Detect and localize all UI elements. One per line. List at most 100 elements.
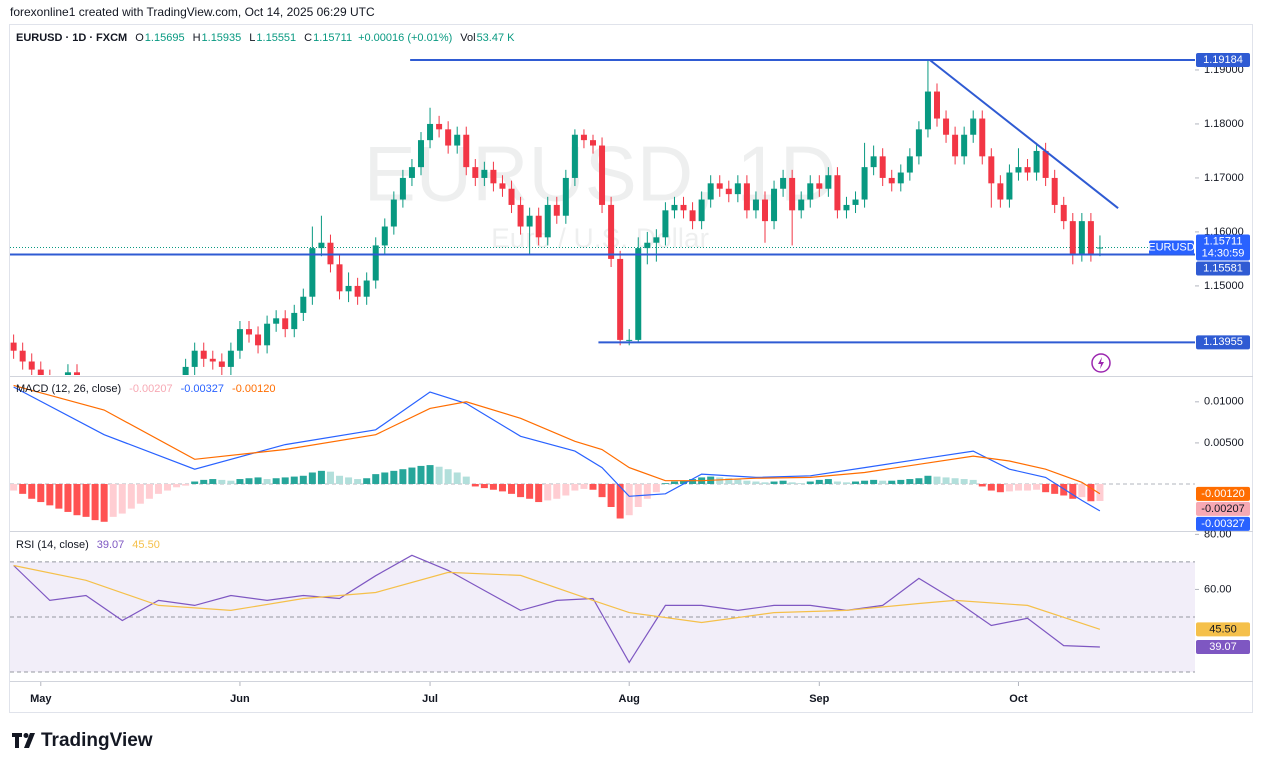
candle-body [236,329,243,351]
candle-body [372,245,379,281]
histogram-bar [82,483,90,517]
candle-body [644,242,651,249]
price-pane [10,59,1195,375]
watermark-subtitle: Euro / U.S. Dollar [491,222,709,253]
histogram-bar [589,483,597,490]
histogram-bar [471,483,479,487]
histogram-bar [118,483,126,514]
field-value: +0.00016 (+0.01%) [358,32,452,44]
histogram-bar [390,470,398,484]
candle-body [1087,221,1094,254]
histogram-bar [272,478,280,484]
histogram-bar [218,479,226,484]
candle-body [562,177,569,216]
histogram-bar [743,480,751,484]
field-key: Vol [460,32,475,44]
histogram-bar [480,483,488,489]
candle-body [780,177,787,189]
rsi-pane [10,554,1195,673]
indicator-title: RSI (14, close) [16,539,89,551]
histogram-bar [426,465,434,484]
candle-body [490,169,497,184]
candle-body [816,183,823,189]
candle-body [408,167,415,178]
histogram-bar [842,482,850,484]
candle-body [390,199,397,227]
histogram-bar [661,483,669,484]
histogram-bar [10,483,18,491]
histogram-bar [136,483,144,504]
candle-body [725,188,732,195]
candle-body [671,204,678,211]
histogram-bar [281,477,289,484]
histogram-bar [806,481,814,484]
candle-body [218,361,225,367]
candle-body [300,296,307,313]
histogram-bar [824,479,832,484]
legend-value: -0.00120 [232,383,275,395]
candle-body [264,323,271,346]
histogram-bar [37,483,45,503]
histogram-bar [924,475,932,484]
histogram-bar [861,480,869,484]
histogram-bar [1005,483,1013,492]
price-line-badge [1196,335,1250,350]
candle-body [245,329,252,335]
histogram-bar [127,483,135,509]
histogram-bar [652,483,660,493]
value-badge [1196,516,1250,531]
histogram-bar [833,481,841,484]
value-badge-label: 39.07 [1209,641,1237,653]
histogram-bar [888,480,896,484]
candle-body [653,237,660,243]
histogram-bar [689,479,697,484]
histogram-bar [1033,483,1041,490]
candle-body [1069,221,1076,254]
candle-body [680,204,687,211]
histogram-bar [91,483,99,521]
field-key: L [249,32,255,44]
histogram-bar [381,472,389,484]
histogram-bar [100,483,108,522]
x-tick-label: Sep [809,693,829,705]
alert-icon[interactable] [1091,353,1111,373]
y-tick-label: 60.00 [1204,583,1232,595]
candle-body [879,156,886,178]
histogram-bar [64,483,72,512]
candle-body [200,350,207,359]
value-badge-label: -0.00327 [1201,518,1244,530]
histogram-bar [73,483,81,516]
histogram-bar [680,480,688,484]
symbol-tag-label: EURUSD [1148,241,1195,253]
histogram-bar [752,481,760,484]
symbol-tag [1149,240,1194,255]
histogram-bar [942,477,950,484]
candle-body [743,183,750,211]
histogram-bar [363,478,371,484]
histogram-bar [580,483,588,489]
histogram-bar [562,483,570,496]
field-key: H [193,32,201,44]
histogram-bar [670,481,678,484]
histogram-bar [960,479,968,484]
candle-body [906,156,913,173]
candle-body [1051,177,1058,205]
candle-body [336,264,343,292]
histogram-bar [553,483,561,499]
legend-value: 45.50 [132,539,160,551]
value-badge-label: 45.50 [1209,623,1237,635]
candle-body [64,372,71,375]
candle-body [209,358,216,362]
histogram-bar [535,483,543,503]
histogram-bar [906,479,914,484]
histogram-bar [19,483,27,494]
field-value: 1.15551 [256,32,296,44]
candle-body [761,199,768,222]
value-badge [1196,622,1250,637]
histogram-bar [797,483,805,484]
candle-body [943,118,950,135]
histogram-bar [55,483,63,509]
histogram-bar [299,475,307,484]
y-tick-label: 1.18000 [1204,118,1244,130]
histogram-bar [996,483,1004,493]
